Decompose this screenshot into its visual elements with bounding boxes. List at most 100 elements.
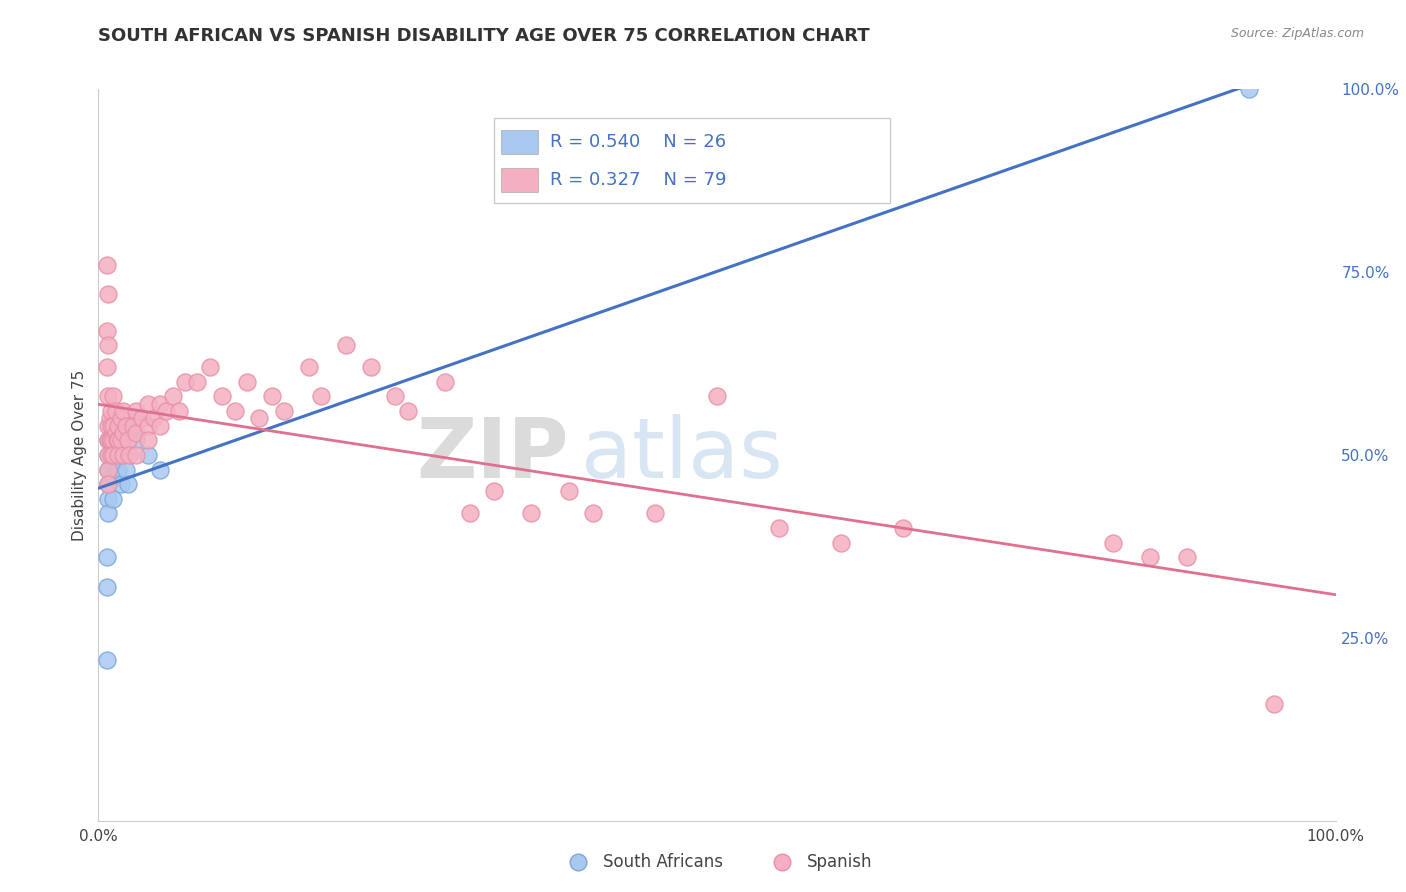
Point	[1175, 550, 1198, 565]
Point	[97, 448, 120, 462]
Point	[97, 477, 120, 491]
Point	[103, 455, 125, 469]
Text: R = 0.540    N = 26: R = 0.540 N = 26	[550, 133, 725, 151]
Point	[260, 389, 283, 403]
Point	[433, 375, 456, 389]
Point	[167, 404, 190, 418]
Point	[103, 434, 125, 448]
Point	[97, 418, 120, 433]
Point	[112, 448, 135, 462]
Point	[96, 324, 118, 338]
Point	[105, 434, 128, 448]
Point	[298, 360, 321, 375]
Point	[98, 434, 121, 448]
Point	[162, 389, 184, 403]
Point	[124, 434, 146, 448]
Point	[96, 550, 118, 565]
Point	[114, 462, 136, 476]
Point	[97, 491, 120, 506]
Point	[97, 389, 120, 403]
Point	[136, 448, 159, 462]
Point	[110, 434, 132, 448]
Point	[110, 411, 132, 425]
Point	[112, 425, 135, 440]
Point	[124, 411, 146, 425]
Point	[103, 491, 125, 506]
Point	[644, 507, 666, 521]
Point	[97, 434, 120, 448]
Point	[96, 360, 118, 375]
Point	[149, 462, 172, 476]
Point	[247, 411, 270, 425]
Legend: South Africans, Spanish: South Africans, Spanish	[555, 847, 879, 878]
Point	[706, 389, 728, 403]
Point	[100, 434, 122, 448]
Point	[124, 425, 146, 440]
Point	[273, 404, 295, 418]
Point	[97, 477, 120, 491]
Point	[124, 404, 146, 418]
Point	[309, 389, 332, 403]
Point	[1102, 535, 1125, 549]
Point	[143, 411, 166, 425]
Point	[107, 462, 129, 476]
Point	[360, 360, 382, 375]
Point	[107, 448, 129, 462]
Text: atlas: atlas	[581, 415, 783, 495]
Point	[97, 434, 120, 448]
Point	[224, 404, 246, 418]
Text: R = 0.327    N = 79: R = 0.327 N = 79	[550, 171, 727, 189]
Point	[96, 258, 118, 272]
Point	[211, 389, 233, 403]
Point	[768, 521, 790, 535]
Text: ZIP: ZIP	[416, 415, 568, 495]
Point	[112, 448, 135, 462]
Point	[98, 411, 121, 425]
Point	[104, 404, 127, 418]
Point	[107, 418, 129, 433]
Point	[97, 448, 120, 462]
Point	[186, 375, 208, 389]
Point	[136, 434, 159, 448]
Point	[557, 484, 579, 499]
Point	[103, 425, 125, 440]
Point	[174, 375, 197, 389]
Point	[103, 448, 125, 462]
Point	[136, 418, 159, 433]
Point	[155, 404, 177, 418]
Point	[117, 434, 139, 448]
Point	[103, 389, 125, 403]
Point	[396, 404, 419, 418]
Point	[118, 448, 141, 462]
FancyBboxPatch shape	[501, 130, 537, 153]
Point	[131, 411, 153, 425]
Point	[384, 389, 406, 403]
Text: SOUTH AFRICAN VS SPANISH DISABILITY AGE OVER 75 CORRELATION CHART: SOUTH AFRICAN VS SPANISH DISABILITY AGE …	[98, 27, 870, 45]
Point	[97, 287, 120, 301]
Y-axis label: Disability Age Over 75: Disability Age Over 75	[72, 369, 87, 541]
Text: Source: ZipAtlas.com: Source: ZipAtlas.com	[1230, 27, 1364, 40]
Point	[582, 507, 605, 521]
Point	[97, 462, 120, 476]
Point	[100, 404, 122, 418]
Point	[1237, 82, 1260, 96]
FancyBboxPatch shape	[495, 119, 890, 202]
Point	[97, 462, 120, 476]
Point	[100, 418, 122, 433]
Point	[458, 507, 481, 521]
Point	[149, 418, 172, 433]
Point	[891, 521, 914, 535]
Point	[198, 360, 221, 375]
Point	[100, 448, 122, 462]
Point	[124, 448, 146, 462]
Point	[104, 448, 127, 462]
Point	[520, 507, 543, 521]
Point	[114, 418, 136, 433]
Point	[1139, 550, 1161, 565]
Point	[110, 477, 132, 491]
Point	[1263, 697, 1285, 711]
Point	[107, 434, 129, 448]
Point	[830, 535, 852, 549]
FancyBboxPatch shape	[501, 169, 537, 192]
Point	[335, 338, 357, 352]
